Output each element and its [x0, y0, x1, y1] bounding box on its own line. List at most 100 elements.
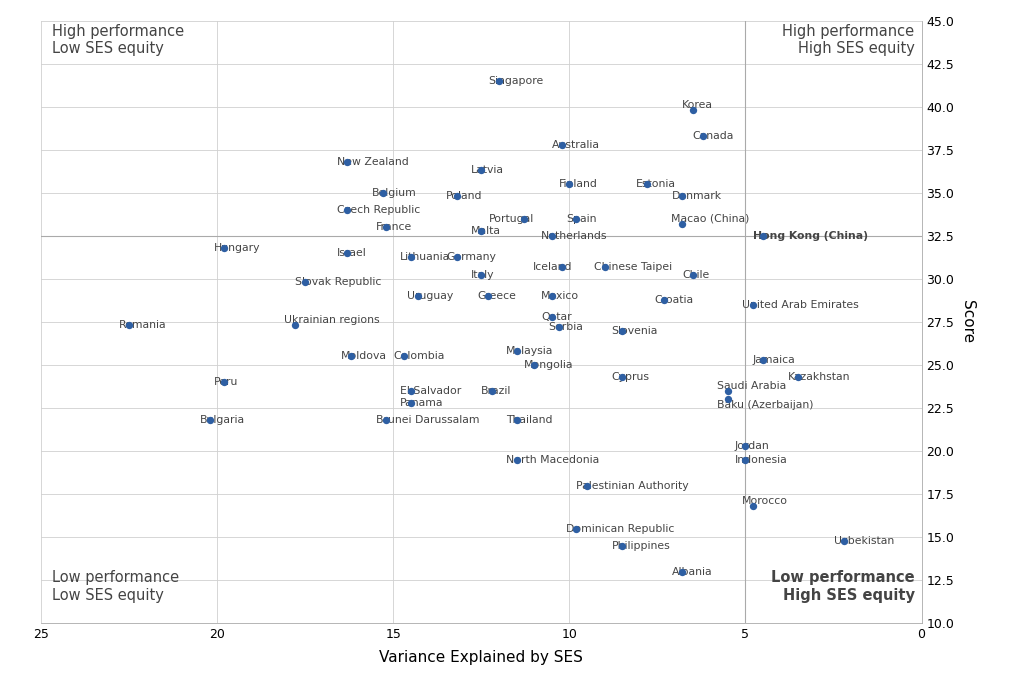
Text: Estonia: Estonia: [636, 179, 676, 189]
Point: [473, 225, 489, 236]
Point: [287, 320, 303, 331]
Point: [554, 139, 570, 150]
Point: [378, 222, 394, 233]
Point: [297, 277, 313, 288]
Text: Chile: Chile: [682, 271, 710, 280]
Point: [614, 325, 631, 336]
Text: Mexico: Mexico: [541, 291, 580, 301]
Text: Slovak Republic: Slovak Republic: [295, 277, 381, 287]
Text: Belgium: Belgium: [372, 188, 417, 198]
Point: [596, 262, 612, 273]
Text: Philippines: Philippines: [611, 541, 671, 551]
Point: [544, 311, 560, 322]
Text: Chinese Taipei: Chinese Taipei: [594, 262, 672, 272]
Text: Brunei Darussalam: Brunei Darussalam: [376, 415, 479, 425]
Text: Moldova: Moldova: [340, 351, 386, 362]
Point: [755, 230, 771, 241]
Y-axis label: Score: Score: [961, 301, 975, 343]
Text: Poland: Poland: [446, 191, 482, 201]
Point: [339, 156, 355, 167]
Point: [121, 320, 137, 331]
Point: [656, 294, 673, 305]
Point: [410, 290, 426, 301]
Text: Hong Kong (China): Hong Kong (China): [753, 231, 867, 241]
Point: [480, 290, 497, 301]
Text: Malta: Malta: [471, 225, 501, 236]
Text: Palestinian Authority: Palestinian Authority: [577, 481, 689, 490]
Point: [674, 190, 690, 201]
Point: [695, 130, 712, 141]
Text: Australia: Australia: [552, 140, 600, 149]
Point: [737, 440, 754, 451]
Point: [402, 251, 419, 262]
Text: Indonesia: Indonesia: [735, 455, 787, 464]
Text: Portugal: Portugal: [488, 214, 535, 223]
Text: Baku (Azerbaijan): Baku (Azerbaijan): [717, 399, 814, 410]
Point: [343, 351, 359, 362]
Text: Slovenia: Slovenia: [611, 325, 658, 336]
Point: [551, 322, 567, 333]
Point: [755, 354, 771, 365]
Text: France: France: [376, 222, 412, 232]
Point: [614, 371, 631, 382]
Point: [375, 187, 391, 198]
Text: Jamaica: Jamaica: [753, 355, 796, 365]
Text: Ukrainian regions: Ukrainian regions: [284, 315, 380, 325]
Text: Cyprus: Cyprus: [611, 372, 649, 382]
Text: Czech Republic: Czech Republic: [337, 205, 420, 215]
Text: Malaysia: Malaysia: [506, 346, 553, 356]
Point: [568, 523, 585, 534]
Text: Peru: Peru: [214, 377, 238, 387]
Point: [744, 299, 761, 310]
Point: [526, 360, 543, 371]
Point: [720, 386, 736, 397]
Text: Mongolia: Mongolia: [523, 360, 573, 370]
Point: [402, 386, 419, 397]
Point: [483, 386, 500, 397]
Point: [473, 165, 489, 176]
Point: [684, 270, 700, 281]
Point: [402, 397, 419, 408]
Point: [639, 179, 655, 190]
Point: [674, 566, 690, 577]
Text: Canada: Canada: [692, 131, 734, 141]
Point: [684, 105, 700, 116]
Point: [395, 351, 412, 362]
Point: [339, 247, 355, 258]
Text: Singapore: Singapore: [488, 76, 544, 86]
Text: United Arab Emirates: United Arab Emirates: [742, 300, 859, 310]
Point: [508, 454, 524, 465]
Text: Finland: Finland: [559, 179, 598, 189]
Text: Spain: Spain: [566, 214, 596, 223]
Text: Iceland: Iceland: [534, 262, 572, 272]
Text: Morocco: Morocco: [742, 496, 787, 506]
Text: Israel: Israel: [337, 248, 367, 258]
Point: [614, 540, 631, 551]
Text: Denmark: Denmark: [672, 191, 722, 201]
Point: [579, 480, 595, 491]
Point: [490, 75, 507, 86]
Point: [561, 179, 578, 190]
Text: Greece: Greece: [478, 291, 517, 301]
Text: Low performance
Low SES equity: Low performance Low SES equity: [51, 571, 178, 603]
Text: Bulgaria: Bulgaria: [200, 415, 245, 425]
Point: [473, 270, 489, 281]
Text: High performance
Low SES equity: High performance Low SES equity: [51, 24, 183, 56]
Point: [515, 213, 531, 224]
Point: [339, 205, 355, 216]
Point: [216, 242, 232, 253]
Text: Korea: Korea: [682, 100, 713, 110]
Point: [674, 219, 690, 229]
Text: Dominican Republic: Dominican Republic: [566, 523, 674, 534]
Text: Qatar: Qatar: [541, 312, 571, 322]
Point: [378, 414, 394, 425]
Text: Macao (China): Macao (China): [672, 214, 750, 223]
Text: Brazil: Brazil: [481, 386, 512, 396]
Text: High performance
High SES equity: High performance High SES equity: [782, 24, 914, 56]
Point: [554, 262, 570, 273]
X-axis label: Variance Explained by SES: Variance Explained by SES: [379, 649, 584, 664]
Point: [544, 230, 560, 241]
Point: [216, 377, 232, 388]
Point: [836, 535, 852, 546]
Text: Serbia: Serbia: [548, 322, 583, 332]
